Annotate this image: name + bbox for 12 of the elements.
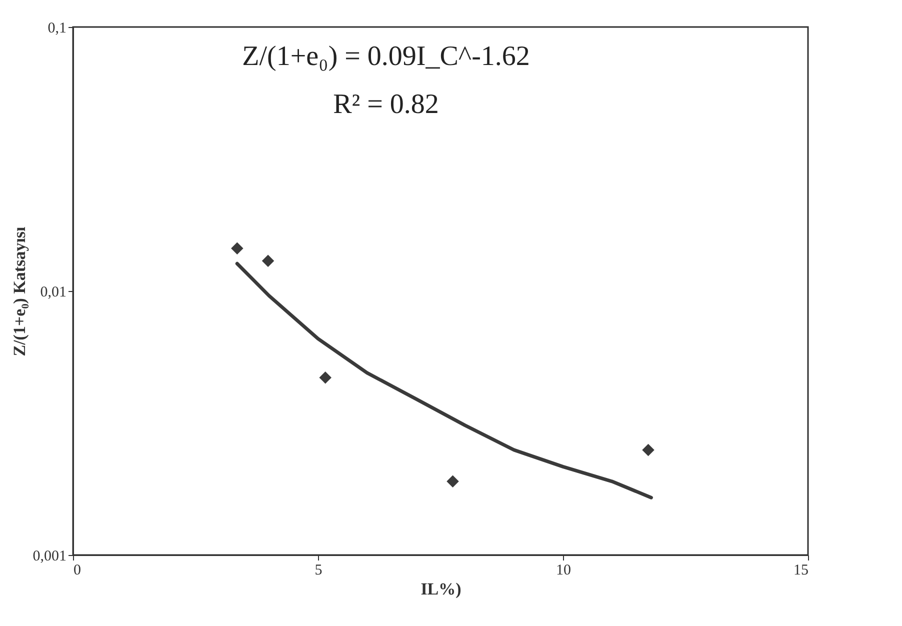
y-tick-label: 0,001	[32, 548, 66, 564]
x-tick-label: 5	[314, 562, 322, 578]
x-tick-label: 10	[556, 562, 571, 578]
y-tick-label: 0,01	[40, 284, 66, 300]
y-tick-label: 0,1	[48, 20, 66, 36]
line-series	[235, 262, 653, 500]
x-axis-title: IL%)	[420, 580, 462, 598]
x-tick-label: 0	[74, 562, 81, 578]
annotation: R² = 0.82	[333, 89, 439, 120]
annotation: Z/(1+e₀) = 0.09I_C^-1.62	[242, 41, 530, 72]
x-tick-label: 15	[794, 562, 808, 578]
y-axis-title: Z/(1+e₀) Katsayısı	[10, 226, 29, 356]
